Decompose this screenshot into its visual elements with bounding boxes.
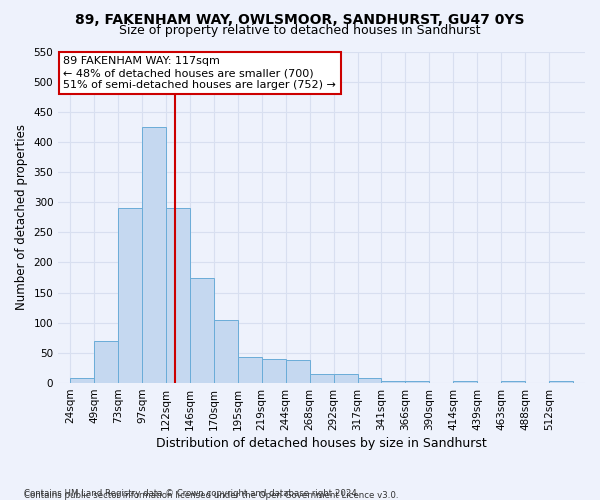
Bar [334, 374, 358, 383]
Text: Contains public sector information licensed under the Open Government Licence v3: Contains public sector information licen… [24, 491, 398, 500]
Y-axis label: Number of detached properties: Number of detached properties [15, 124, 28, 310]
Bar [166, 208, 190, 383]
Text: 89, FAKENHAM WAY, OWLSMOOR, SANDHURST, GU47 0YS: 89, FAKENHAM WAY, OWLSMOOR, SANDHURST, G… [75, 12, 525, 26]
Bar [501, 380, 525, 383]
Bar [238, 356, 262, 383]
Bar [262, 359, 286, 383]
Bar [406, 380, 430, 383]
Bar [214, 320, 238, 383]
Bar [190, 278, 214, 383]
Bar [94, 341, 118, 383]
Bar [358, 378, 382, 383]
Bar [310, 374, 334, 383]
Bar [549, 380, 573, 383]
Bar [453, 380, 477, 383]
Text: Contains HM Land Registry data © Crown copyright and database right 2024.: Contains HM Land Registry data © Crown c… [24, 488, 359, 498]
Bar [118, 208, 142, 383]
Bar [286, 360, 310, 383]
Bar [382, 380, 406, 383]
X-axis label: Distribution of detached houses by size in Sandhurst: Distribution of detached houses by size … [156, 437, 487, 450]
Bar [70, 378, 94, 383]
Text: Size of property relative to detached houses in Sandhurst: Size of property relative to detached ho… [119, 24, 481, 37]
Text: 89 FAKENHAM WAY: 117sqm
← 48% of detached houses are smaller (700)
51% of semi-d: 89 FAKENHAM WAY: 117sqm ← 48% of detache… [64, 56, 337, 90]
Bar [142, 127, 166, 383]
